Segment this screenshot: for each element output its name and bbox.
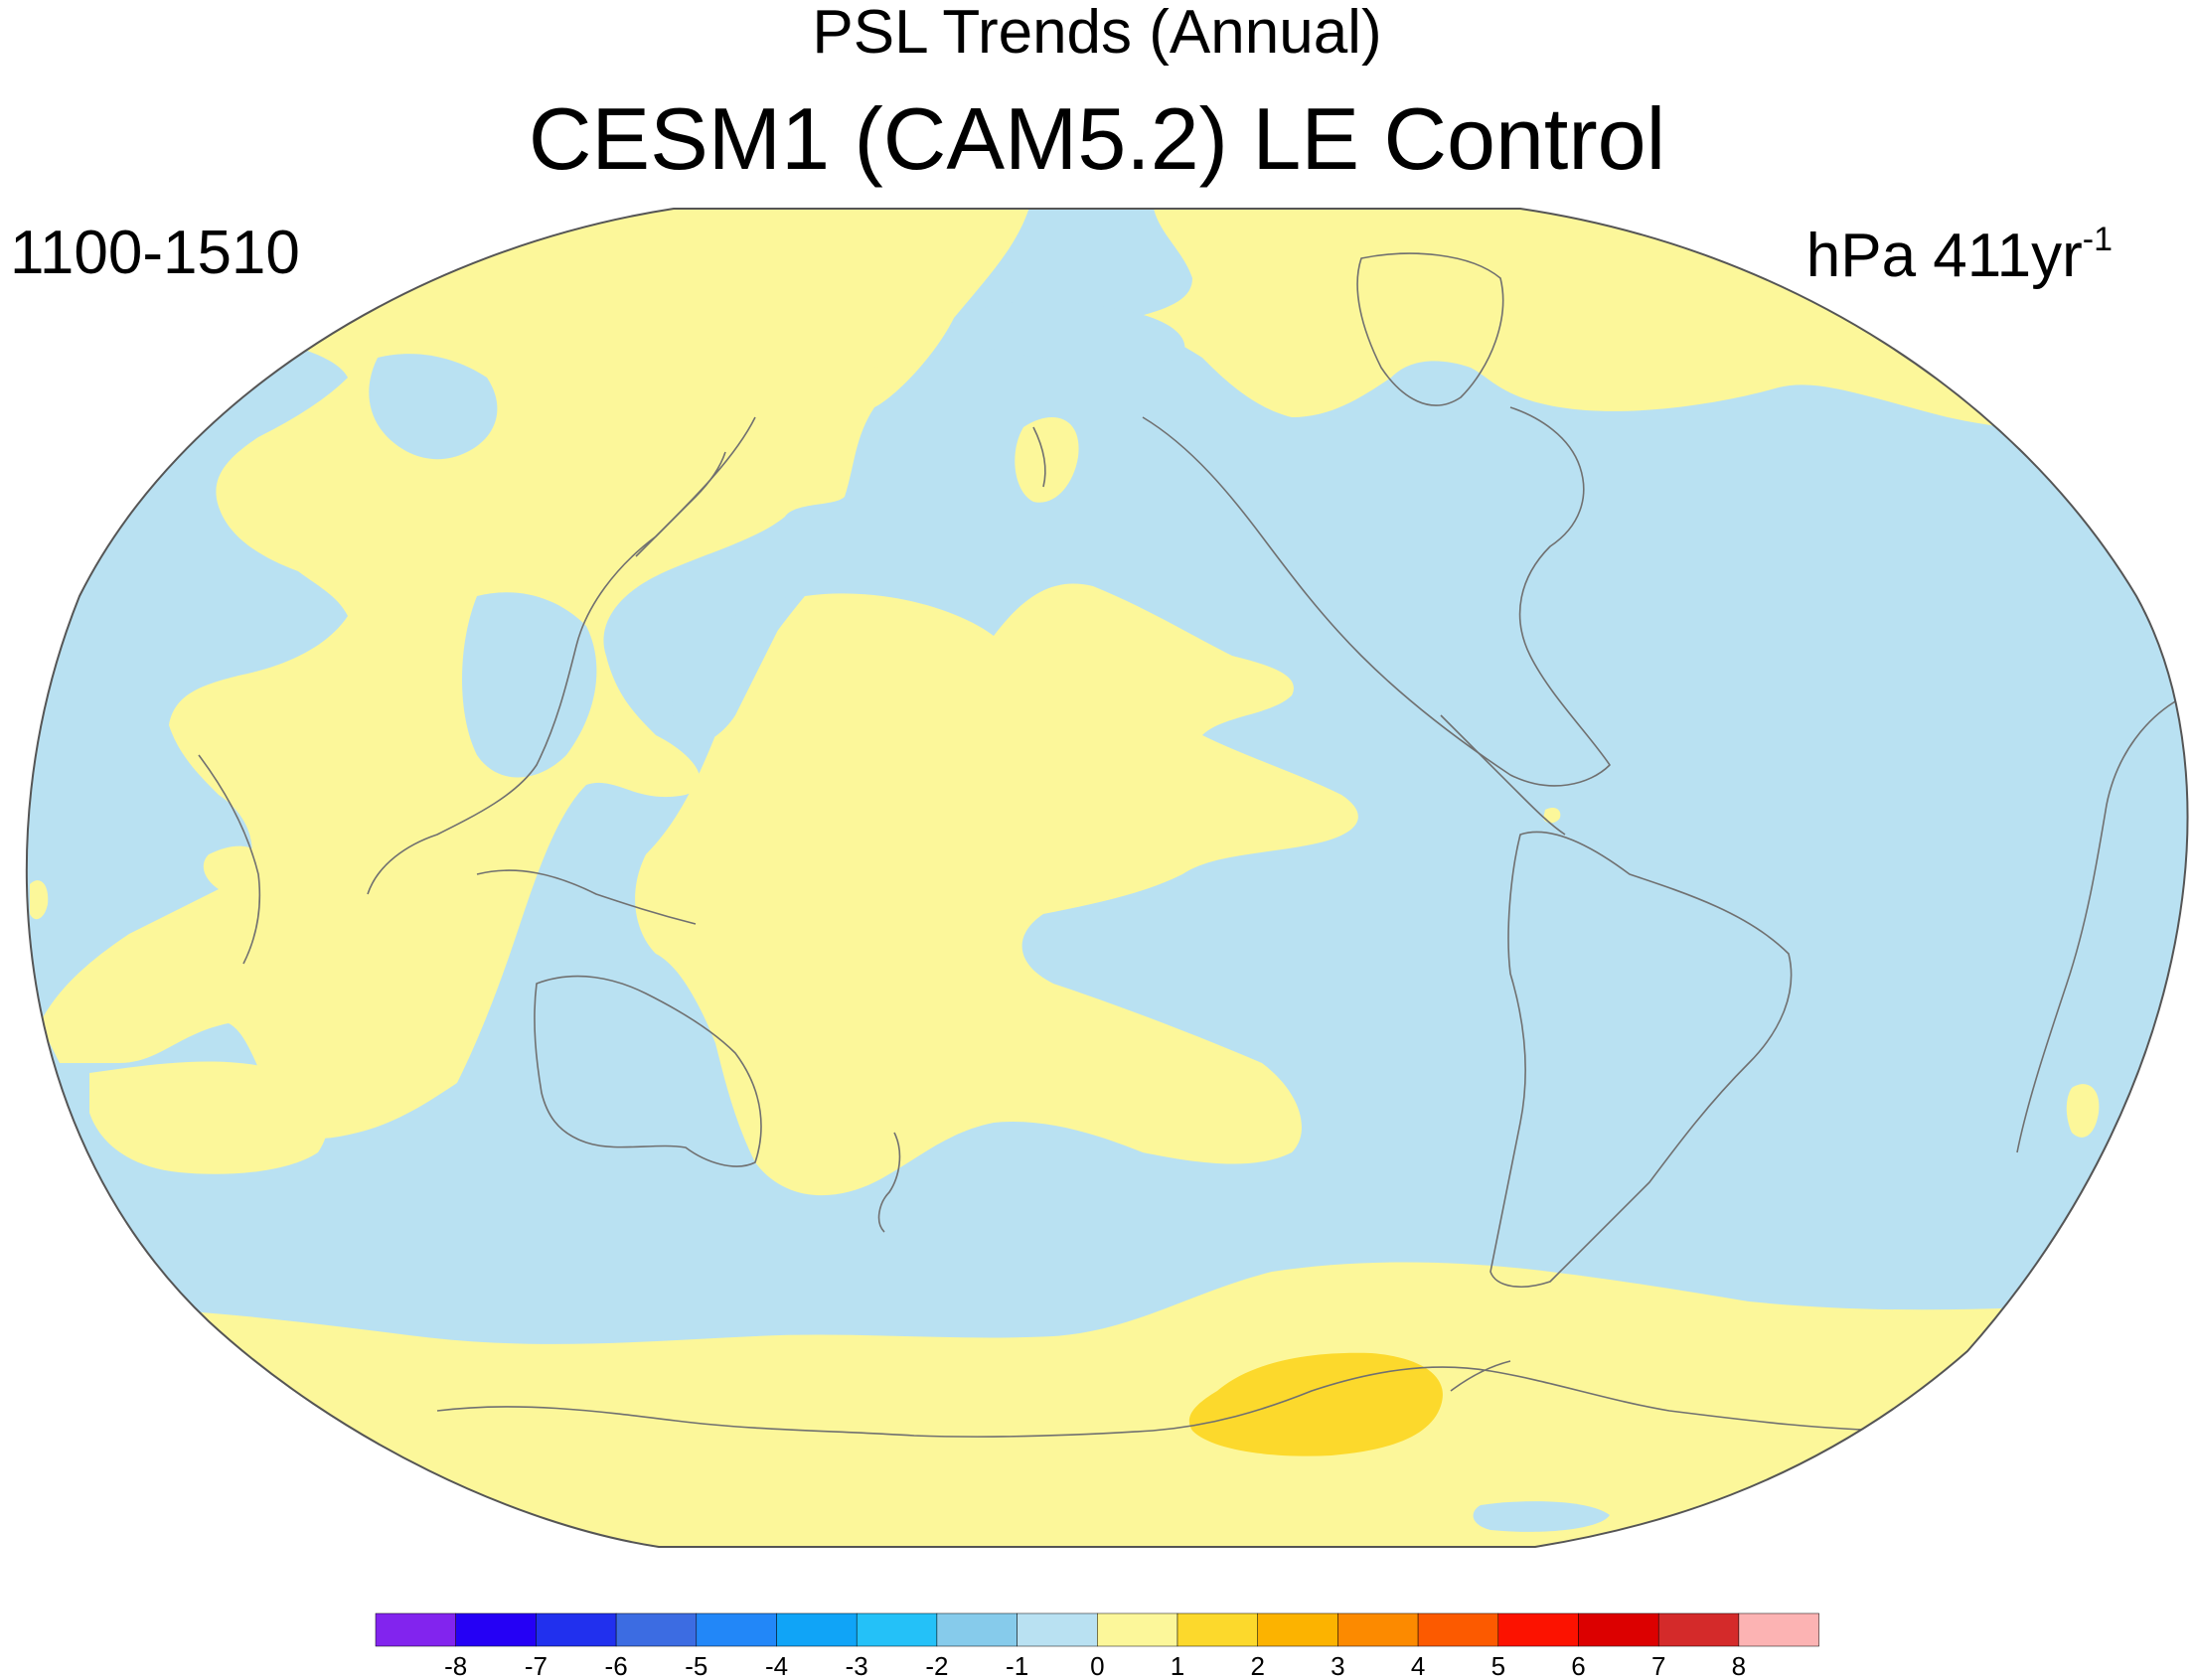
colorbar-tick-label: -3 xyxy=(846,1651,868,1680)
china-sea-negative xyxy=(462,592,597,778)
colorbar-tick-label: -8 xyxy=(444,1651,467,1680)
australia-coast xyxy=(534,975,762,1167)
africa-coast xyxy=(2016,694,2187,1153)
colorbar-box xyxy=(1097,1612,1178,1647)
colorbar-box xyxy=(1578,1612,1659,1647)
colorbar: -8 -7 -6 -5 -4 -3 -2 -1 0 1 2 3 4 5 6 7 8 xyxy=(375,1612,1819,1680)
kamchatka-positive-patch xyxy=(1015,417,1079,503)
colorbar-tick-label: 3 xyxy=(1331,1651,1344,1680)
colorbar-box xyxy=(536,1612,617,1647)
colorbar-tick-label: -5 xyxy=(685,1651,707,1680)
indian-ocean-positive xyxy=(89,1061,328,1174)
colorbar-box xyxy=(1417,1612,1499,1647)
antarctic-positive-band xyxy=(26,1262,2188,1547)
map-border xyxy=(25,208,2189,1548)
colorbar-box xyxy=(455,1612,537,1647)
antarctic-peninsula-coast xyxy=(1450,1360,1511,1392)
colorbar-box xyxy=(1337,1612,1419,1647)
new-zealand-coast xyxy=(877,1132,901,1233)
southeast-asia-islands xyxy=(476,869,697,925)
colorbar-tick-label: -2 xyxy=(925,1651,948,1680)
colorbar-box xyxy=(1017,1612,1098,1647)
south-atlantic-positive-patch xyxy=(2066,1084,2100,1138)
sw-pacific-positive-patch xyxy=(203,845,266,891)
colorbar-tick-label: 6 xyxy=(1571,1651,1585,1680)
indian-ocean-west-patch xyxy=(30,880,49,920)
panama-positive-patch xyxy=(1543,807,1561,824)
colorbar-box xyxy=(375,1612,456,1647)
period-label: 1100-1510 xyxy=(10,219,300,287)
asia-negative-pocket xyxy=(369,354,498,460)
colorbar-box xyxy=(696,1612,777,1647)
colorbar-tick-label: 4 xyxy=(1411,1651,1425,1680)
colorbar-tick-label: 5 xyxy=(1491,1651,1505,1680)
model-subtitle: CESM1 (CAM5.2) LE Control xyxy=(528,89,1666,188)
colorbar-box xyxy=(1657,1612,1740,1647)
colorbar-tick-label: 8 xyxy=(1732,1651,1746,1680)
colorbar-tick-label: 1 xyxy=(1171,1651,1184,1680)
map-fill-layer xyxy=(26,209,2188,1547)
colorbar-box xyxy=(1257,1612,1338,1647)
central-pacific-positive xyxy=(635,583,1358,1196)
antarctica-coast xyxy=(436,1366,1909,1438)
antarctic-positive-core xyxy=(1188,1352,1443,1456)
colorbar-tick-label: 0 xyxy=(1090,1651,1104,1680)
colorbar-box xyxy=(615,1612,698,1647)
map-title: PSL Trends (Annual) xyxy=(812,0,1382,67)
japan-coast xyxy=(635,451,726,557)
units-base: hPa 411yr xyxy=(1805,222,2083,290)
colorbar-tick-label: 2 xyxy=(1250,1651,1264,1680)
eastern-arctic-blue xyxy=(954,301,1185,364)
kamchatka-coast xyxy=(1032,426,1046,488)
central-america-coast xyxy=(1440,714,1566,836)
colorbar-tick-label: 7 xyxy=(1651,1651,1665,1680)
colorbar-box xyxy=(776,1612,858,1647)
colorbar-boxes xyxy=(375,1612,1819,1647)
colorbar-box xyxy=(1176,1612,1258,1647)
coastlines xyxy=(198,252,2187,1438)
colorbar-tick-label: -4 xyxy=(765,1651,788,1680)
units-label: hPa 411yr-1 xyxy=(1806,205,2113,291)
north-america-coast xyxy=(1142,406,1611,787)
india-coast xyxy=(198,754,261,965)
colorbar-tick-label: -1 xyxy=(1006,1651,1028,1680)
greenland-coast xyxy=(1356,252,1504,406)
colorbar-tick-label: -7 xyxy=(525,1651,548,1680)
colorbar-tick-label: -6 xyxy=(605,1651,628,1680)
colorbar-labels: -8 -7 -6 -5 -4 -3 -2 -1 0 1 2 3 4 5 6 7 8 xyxy=(444,1651,1746,1680)
south-america-coast xyxy=(1489,831,1793,1288)
north-pacific-positive xyxy=(698,267,941,374)
arctic-positive-region xyxy=(1133,209,2188,432)
colorbar-box xyxy=(1738,1612,1819,1647)
antarctic-negative-patch xyxy=(1473,1501,1610,1532)
colorbar-box xyxy=(1497,1612,1579,1647)
units-exponent: -1 xyxy=(2082,221,2113,258)
colorbar-box xyxy=(856,1612,938,1647)
colorbar-box xyxy=(936,1612,1018,1647)
central-pacific-blue-inset xyxy=(672,596,795,744)
